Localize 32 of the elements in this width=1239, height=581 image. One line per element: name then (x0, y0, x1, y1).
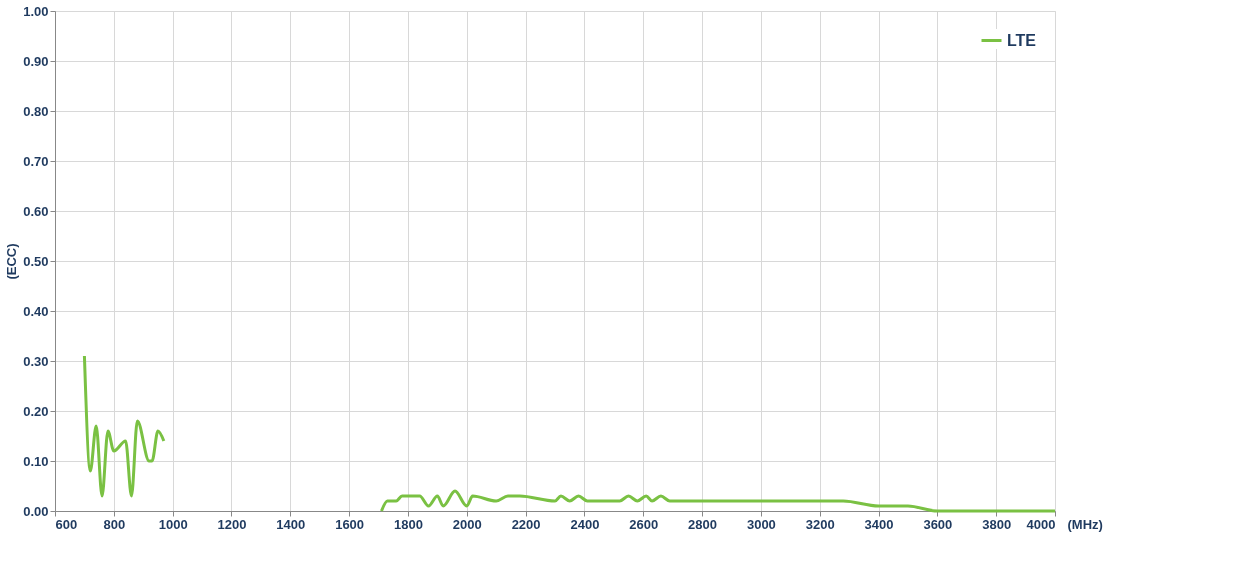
x-tick-label: 2400 (570, 516, 600, 532)
x-tick-label: 4000 (1026, 516, 1056, 532)
y-tick-label: 0.10 (23, 453, 49, 469)
y-tick-label: 1.00 (23, 3, 49, 19)
y-tick-label: 0.70 (23, 153, 49, 169)
x-tick-label: 2600 (629, 516, 659, 532)
y-tick-label: 0.40 (23, 303, 49, 319)
x-tick-label: 1400 (276, 516, 306, 532)
x-tick-label: 3800 (982, 516, 1012, 532)
x-tick-label: 2000 (452, 516, 482, 532)
x-tick-label: 3200 (805, 516, 835, 532)
x-tick-label: 3400 (864, 516, 894, 532)
y-axis-title: (ECC) (4, 243, 20, 280)
legend-label: LTE (1007, 31, 1037, 49)
x-tick-label: 600 (55, 516, 78, 532)
x-tick-label: 3600 (923, 516, 953, 532)
x-tick-label: 1600 (335, 516, 365, 532)
y-tick-label: 0.50 (23, 253, 49, 269)
x-tick-label: 800 (103, 516, 126, 532)
y-tick-label: 0.60 (23, 203, 49, 219)
y-tick-label: 0.80 (23, 103, 49, 119)
x-tick-label: 1800 (393, 516, 423, 532)
x-axis-title: (MHz) (1067, 516, 1103, 532)
x-tick-label: 3000 (746, 516, 776, 532)
x-tick-label: 2200 (511, 516, 541, 532)
y-tick-label: 0.20 (23, 403, 49, 419)
x-tick-label: 2800 (688, 516, 718, 532)
x-tick-label: 1000 (158, 516, 188, 532)
y-tick-label: 0.00 (23, 503, 49, 519)
y-tick-label: 0.90 (23, 53, 49, 69)
x-tick-label: 1200 (217, 516, 247, 532)
y-tick-label: 0.30 (23, 353, 49, 369)
